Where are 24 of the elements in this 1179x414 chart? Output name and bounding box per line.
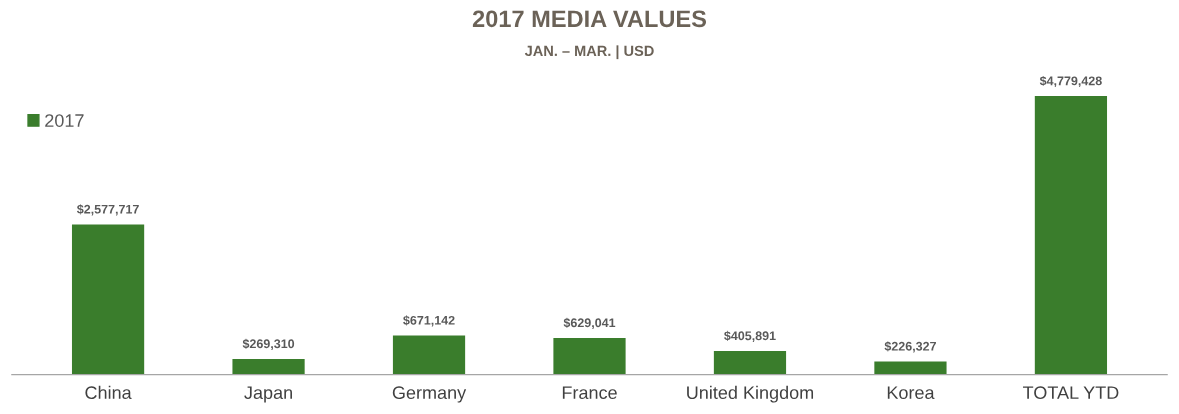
- data-label: $671,142: [403, 315, 455, 327]
- x-tick-label: France: [562, 386, 617, 400]
- chart-subtitle: JAN. – MAR. | USD: [524, 45, 654, 60]
- data-label: $2,577,717: [76, 204, 139, 216]
- bar: [232, 358, 305, 375]
- x-tick-label: Germany: [392, 386, 467, 403]
- bar: [392, 335, 466, 375]
- bar: [1034, 96, 1108, 375]
- bar: [874, 361, 947, 375]
- data-label: $226,327: [884, 341, 936, 353]
- bar: [713, 351, 787, 375]
- data-label: $269,310: [242, 338, 295, 350]
- data-label: $629,041: [563, 317, 616, 330]
- x-tick-label: China: [85, 385, 132, 400]
- x-tick-label: United Kingdom: [687, 385, 814, 403]
- bar: [553, 338, 626, 375]
- data-label: $405,891: [724, 330, 776, 343]
- x-tick-label: TOTAL YTD: [1023, 386, 1119, 400]
- chart-title: 2017 MEDIA VALUES: [472, 10, 707, 28]
- bar: [71, 224, 145, 375]
- x-tick-label: Japan: [244, 386, 292, 403]
- data-label: $4,779,428: [1039, 75, 1102, 88]
- x-tick-label: Korea: [887, 386, 935, 400]
- legend-label: 2017: [45, 114, 84, 127]
